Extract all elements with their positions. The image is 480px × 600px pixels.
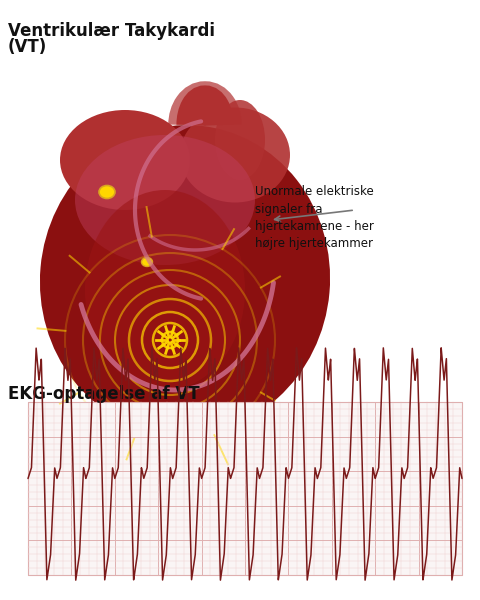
Ellipse shape — [180, 107, 290, 202]
Text: Unormale elektriske
signaler fra
hjertekamrene - her
højre hjertekammer: Unormale elektriske signaler fra hjertek… — [255, 185, 374, 251]
Text: EKG-optagelse af VT: EKG-optagelse af VT — [8, 385, 200, 403]
Ellipse shape — [215, 100, 265, 180]
Ellipse shape — [85, 190, 245, 390]
Text: Ventrikulær Takykardi: Ventrikulær Takykardi — [8, 22, 215, 40]
Text: (VT): (VT) — [8, 38, 47, 56]
Bar — [28, 402, 462, 575]
Ellipse shape — [142, 257, 153, 266]
Ellipse shape — [75, 135, 255, 265]
Ellipse shape — [40, 125, 330, 435]
Ellipse shape — [60, 110, 190, 210]
Ellipse shape — [99, 185, 115, 199]
